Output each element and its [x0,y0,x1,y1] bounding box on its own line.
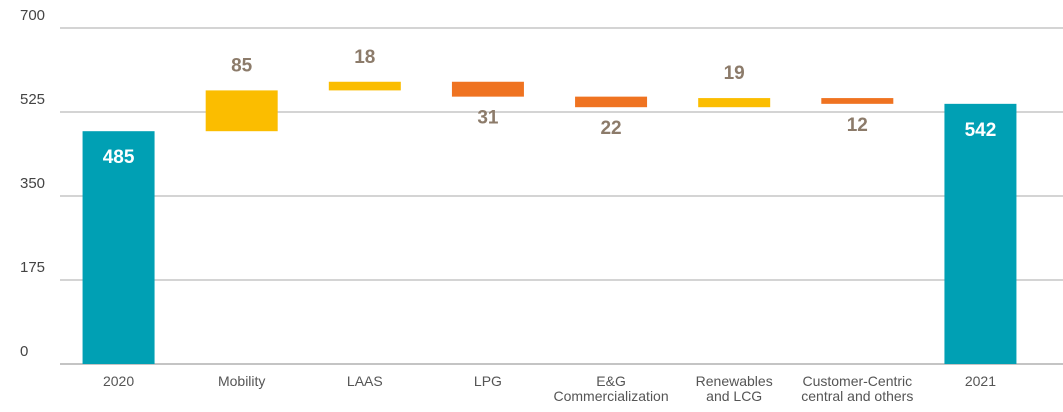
x-tick-label: E&G Commercialization [553,373,669,404]
bar [451,81,524,97]
value-label: 22 [600,118,621,139]
x-tick-label: Customer-Centric central and others [801,373,914,404]
bar [698,98,771,108]
y-tick-label: 700 [20,7,45,24]
bar [821,98,894,104]
value-label: 19 [724,63,745,84]
bar [944,103,1017,364]
value-label: 18 [354,47,375,68]
bar [575,96,648,108]
y-tick-label: 350 [20,175,45,192]
x-tick-label: Mobility [217,373,266,389]
value-label: 485 [103,147,135,168]
x-tick-label: 2020 [102,373,135,389]
value-label: 85 [231,55,253,76]
y-tick-label: 0 [20,343,28,360]
x-tick-label: 2021 [964,373,997,389]
y-tick-label: 525 [20,91,45,108]
x-tick-label: Renewables and LCG [695,373,773,404]
y-tick-label: 175 [20,259,45,276]
bar [82,131,155,364]
bar [205,90,278,132]
value-label: 542 [965,120,997,141]
x-tick-label: LAAS [346,373,383,389]
value-label: 12 [847,115,868,136]
x-tick-label: LPG [473,373,502,389]
value-label: 31 [477,108,499,129]
bar [328,81,401,91]
